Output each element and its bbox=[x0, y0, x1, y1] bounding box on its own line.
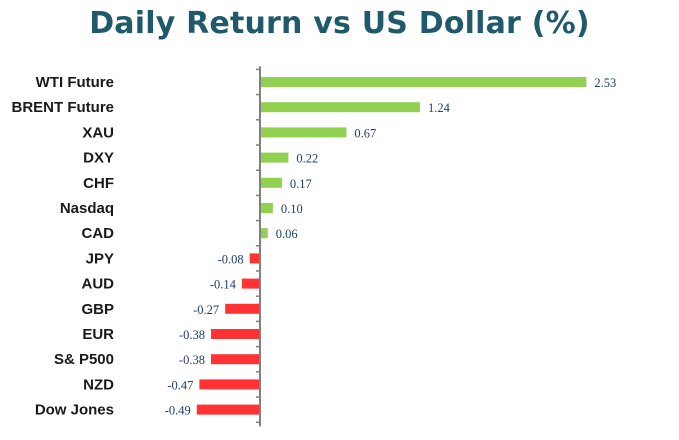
bar-jpy bbox=[249, 253, 260, 264]
bar-chf bbox=[260, 177, 282, 188]
category-label: Nasdaq bbox=[60, 200, 114, 217]
bar-eur bbox=[210, 329, 260, 339]
category-label: S& P500 bbox=[54, 351, 114, 368]
value-label: -0.38 bbox=[179, 328, 205, 342]
category-label: CHF bbox=[83, 175, 114, 192]
value-label: -0.49 bbox=[165, 404, 191, 418]
category-label: BRENT Future bbox=[12, 99, 115, 116]
value-label: 0.67 bbox=[354, 126, 376, 140]
bar-brent-future bbox=[260, 102, 420, 113]
category-label: EUR bbox=[82, 326, 114, 343]
bar-gbp bbox=[225, 303, 260, 314]
category-label: XAU bbox=[82, 124, 114, 141]
value-label: 1.24 bbox=[428, 101, 451, 115]
bar-dow-jones bbox=[196, 404, 260, 415]
value-label: -0.14 bbox=[210, 278, 237, 292]
category-label: WTI Future bbox=[36, 74, 114, 91]
category-label: GBP bbox=[81, 301, 114, 318]
category-label: JPY bbox=[86, 250, 114, 267]
category-label: DXY bbox=[83, 150, 114, 167]
value-label: 0.22 bbox=[296, 152, 318, 166]
value-label: -0.08 bbox=[218, 252, 244, 266]
bar-xau bbox=[260, 127, 347, 138]
value-label: 0.10 bbox=[281, 202, 303, 216]
bar-aud bbox=[241, 278, 260, 289]
bar-nasdaq bbox=[260, 203, 273, 213]
value-label: -0.38 bbox=[179, 353, 205, 367]
bar-dxy bbox=[260, 152, 289, 163]
value-label: -0.27 bbox=[193, 303, 219, 317]
bar-cad bbox=[260, 228, 268, 239]
value-label: -0.47 bbox=[167, 378, 193, 392]
category-label: CAD bbox=[82, 225, 115, 242]
bar-s-p500 bbox=[210, 354, 260, 365]
chart-title: Daily Return vs US Dollar (%) bbox=[89, 6, 590, 41]
value-label: 0.17 bbox=[290, 177, 312, 191]
category-label: AUD bbox=[82, 276, 115, 293]
value-label: 2.53 bbox=[594, 76, 616, 90]
bar-nzd bbox=[199, 379, 260, 390]
bar-wti-future bbox=[260, 77, 587, 87]
category-label: Dow Jones bbox=[35, 402, 114, 419]
value-label: 0.06 bbox=[276, 227, 298, 241]
category-label: NZD bbox=[83, 376, 114, 393]
